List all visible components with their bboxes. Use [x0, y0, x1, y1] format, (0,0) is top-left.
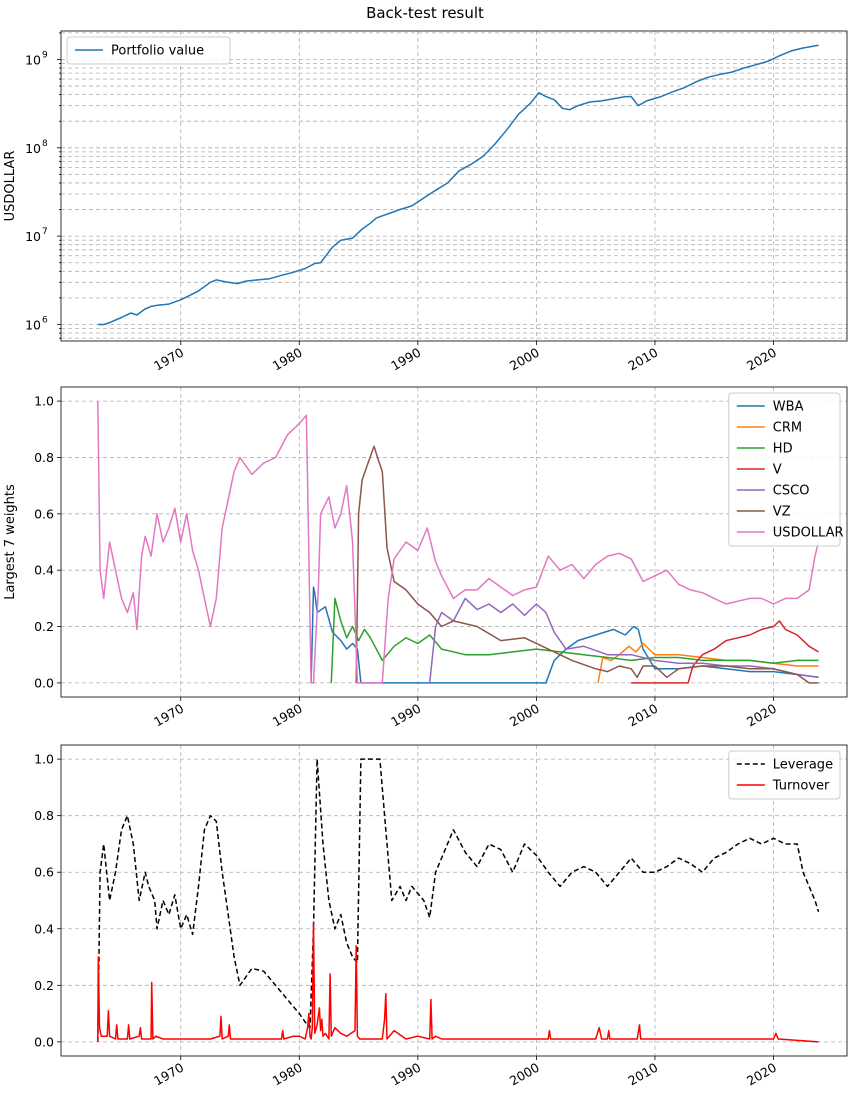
legend: Portfolio value: [66, 36, 231, 65]
y-tick-label: 0.2: [34, 619, 54, 634]
y-tick-label: 1.0: [34, 752, 54, 767]
y-tick-label: 0.8: [34, 450, 54, 465]
legend-label: VZ: [773, 505, 791, 520]
legend-label: V: [773, 463, 782, 478]
chart-panel-3: 1970 1980 1990 2000 2010 20200.00.20.40.60.81…: [34, 744, 848, 1089]
legend: Leverage Turnover: [728, 750, 841, 800]
series-group: [97, 758, 820, 1043]
series-line-hd: [330, 597, 819, 683]
axes-frame: [60, 744, 848, 1057]
y-tick-label: 10: [25, 52, 41, 67]
legend: WBA CRM HD V CSCO VZ USDOLLAR: [728, 392, 844, 547]
y-tick-label: 0.4: [34, 921, 54, 936]
y-tick-exponent: 6: [42, 315, 48, 325]
y-tick-exponent: 9: [42, 50, 48, 60]
legend-label: CSCO: [773, 484, 810, 499]
legend-box: [728, 750, 841, 800]
axes-frame: [60, 386, 848, 698]
y-axis-label: USDOLLAR: [3, 151, 18, 222]
y-tick-exponent: 7: [42, 227, 48, 237]
grid: [61, 31, 847, 341]
legend-box: [728, 392, 841, 547]
series-line-turnover: [97, 922, 819, 1043]
series-line-v: [631, 620, 819, 684]
legend-label: WBA: [773, 400, 804, 415]
y-tick-label: 0.2: [34, 978, 54, 993]
y-axis-label: Largest 7 weights: [3, 484, 18, 600]
y-tick-label: 10: [25, 317, 41, 332]
chart-panel-2: 1970 1980 1990 2000 2010 20200.00.20.40.60.81…: [3, 386, 848, 730]
legend-label: USDOLLAR: [773, 526, 844, 541]
series-line-vz: [355, 445, 819, 684]
series-group: [97, 44, 819, 326]
axes-frame: [60, 30, 848, 342]
figure-title: Back-test result: [366, 4, 484, 22]
grid: [61, 745, 847, 1056]
y-tick-label: 0.8: [34, 808, 54, 823]
y-tick-label: 0.6: [34, 865, 54, 880]
series-group: [97, 401, 820, 684]
legend-label: Leverage: [773, 758, 833, 773]
y-tick-label: 10: [25, 229, 41, 244]
series-line-leverage: [97, 758, 820, 1042]
series-line-usdollar: [97, 401, 820, 684]
y-tick-label: 10: [25, 141, 41, 156]
legend-label: Turnover: [772, 779, 830, 794]
y-tick-label: 0.4: [34, 563, 54, 578]
y-tick-label: 1.0: [34, 394, 54, 409]
y-tick-label: 0.6: [34, 506, 54, 521]
legend-box: [66, 36, 231, 65]
y-tick-exponent: 8: [42, 139, 48, 149]
legend-label: HD: [773, 442, 793, 457]
legend-label: CRM: [773, 421, 802, 436]
series-line-portfolio value: [97, 44, 819, 326]
y-tick-label: 0.0: [34, 1034, 54, 1049]
y-tick-label: 0.0: [34, 675, 54, 690]
legend-label: Portfolio value: [111, 44, 204, 59]
